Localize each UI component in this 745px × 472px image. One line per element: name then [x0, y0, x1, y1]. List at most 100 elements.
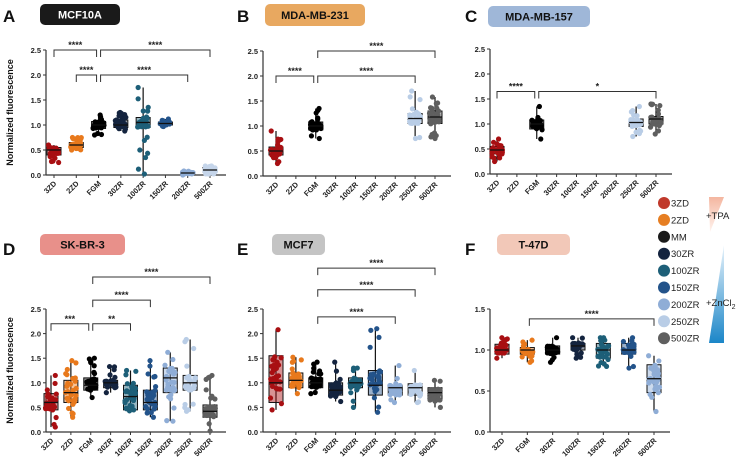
legend-label: 30ZR: [671, 249, 694, 260]
data-point: [417, 393, 423, 399]
data-point: [273, 385, 279, 391]
data-point: [46, 393, 52, 399]
data-point: [646, 353, 652, 359]
data-point: [430, 396, 436, 402]
legend-swatch: [658, 213, 670, 226]
x-tick-label: 3ZD: [42, 179, 59, 196]
data-point: [313, 126, 319, 132]
data-point: [652, 362, 658, 368]
data-point: [92, 377, 99, 383]
group-30ZR: [327, 359, 344, 405]
data-point: [44, 387, 50, 393]
y-tick-label: 0.0: [475, 428, 485, 437]
group-FGM: [308, 359, 324, 397]
x-tick-label: FGM: [77, 436, 95, 454]
data-point: [499, 350, 505, 356]
data-point: [89, 394, 95, 401]
data-point: [276, 159, 282, 165]
significance-label: ****: [349, 307, 364, 317]
zncl2-gradient-triangle: [709, 245, 724, 343]
data-point: [628, 119, 634, 125]
data-point: [203, 376, 209, 382]
legend-label: 150ZR: [671, 283, 700, 294]
significance-label: ****: [509, 82, 524, 92]
data-point: [604, 343, 611, 350]
title-badge: [40, 234, 125, 255]
significance-bracket: [496, 91, 536, 99]
data-point: [146, 393, 153, 400]
legend-label: 2ZD: [671, 215, 689, 226]
data-point: [53, 397, 59, 403]
data-point: [348, 379, 355, 385]
group-500ZR: [202, 163, 219, 177]
y-tick-label: 0.0: [31, 171, 41, 180]
data-point: [313, 383, 319, 389]
y-tick-label: 0.5: [248, 403, 258, 412]
data-point: [278, 401, 285, 407]
y-tick-label: 2.5: [31, 46, 41, 55]
group-3ZD: [267, 327, 285, 413]
data-point: [599, 343, 606, 349]
x-tick-label: 3ZD: [264, 436, 281, 453]
data-point: [140, 108, 146, 114]
significance-label: *: [596, 82, 600, 92]
group-3ZD: [267, 128, 284, 167]
data-point: [73, 360, 79, 366]
data-point: [64, 366, 70, 373]
legend-label: 200ZR: [671, 300, 700, 311]
data-point: [275, 362, 282, 368]
x-tick-label: 200ZR: [598, 178, 621, 201]
significance-bracket: [92, 323, 131, 331]
data-point: [495, 136, 502, 142]
data-point: [56, 159, 62, 166]
title-badge: [272, 234, 325, 255]
x-tick-label: 3ZD: [264, 180, 281, 197]
x-tick-label: 150ZR: [579, 178, 602, 201]
data-point: [437, 387, 443, 393]
data-point: [655, 111, 662, 117]
group-250ZR: [620, 335, 637, 371]
data-point: [148, 409, 154, 416]
significance-label: ****: [115, 290, 130, 300]
x-tick-label: 2ZD: [505, 178, 522, 195]
y-tick-label: 0.5: [31, 403, 41, 412]
data-point: [170, 356, 176, 363]
significance-label: ****: [79, 65, 94, 75]
data-point: [655, 390, 661, 396]
data-point: [409, 391, 415, 397]
data-point: [135, 166, 142, 172]
data-point: [51, 404, 58, 410]
group-3ZD: [43, 372, 59, 430]
data-point: [277, 145, 284, 151]
data-point: [333, 368, 340, 374]
data-point: [55, 150, 62, 156]
significance-bracket: [317, 75, 416, 83]
data-point: [549, 357, 555, 363]
y-tick-label: 2.0: [31, 330, 41, 339]
data-point: [620, 338, 627, 345]
y-tick-label: 0.5: [31, 146, 41, 155]
x-tick-label: 100ZR: [559, 178, 582, 201]
data-point: [429, 131, 435, 138]
legend-label: MM: [671, 232, 687, 243]
data-point: [145, 150, 151, 156]
data-point: [111, 364, 118, 370]
data-point: [651, 118, 657, 124]
data-point: [112, 385, 118, 391]
y-tick-label: 1.0: [475, 346, 485, 355]
legend-label: 3ZD: [671, 199, 689, 210]
panel-title: MDA-MB-231: [281, 10, 349, 22]
data-point: [601, 361, 607, 367]
data-point: [206, 404, 212, 410]
legend-label: 250ZR: [671, 317, 700, 328]
data-point: [171, 405, 177, 411]
group-200ZR: [162, 349, 178, 424]
data-point: [656, 358, 662, 364]
data-point: [185, 407, 191, 413]
significance-bracket: [317, 267, 436, 276]
x-tick-label: 30ZR: [538, 436, 558, 456]
x-tick-label: 2ZD: [284, 436, 301, 453]
data-point: [123, 388, 129, 395]
